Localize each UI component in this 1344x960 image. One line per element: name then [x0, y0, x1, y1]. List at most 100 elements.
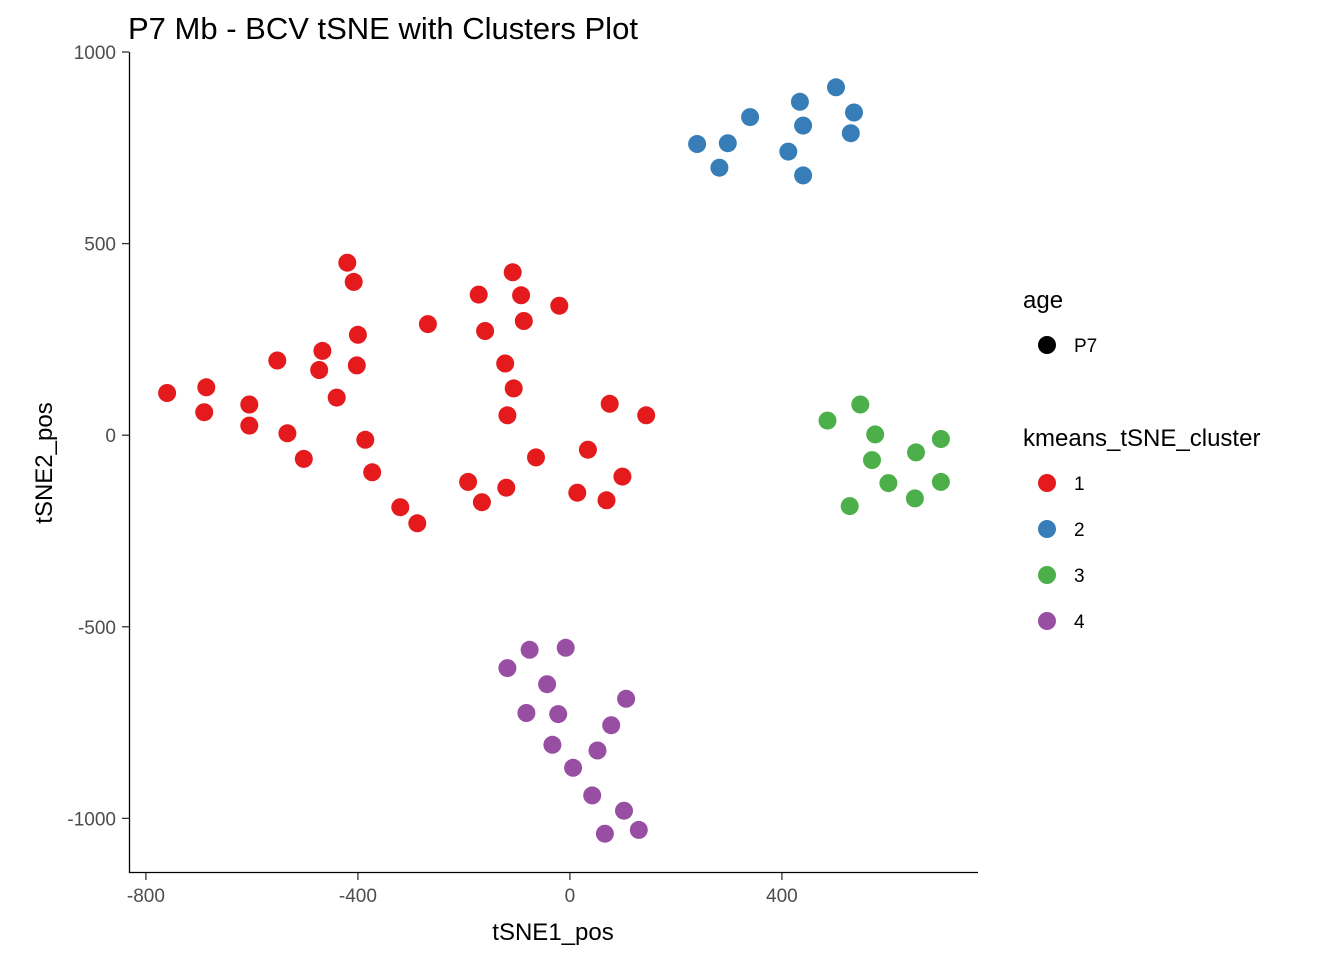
legend-label: P7 [1074, 336, 1097, 357]
data-point-cluster-4 [517, 704, 536, 722]
data-point-cluster-3 [851, 395, 870, 414]
data-point-cluster-1 [476, 322, 495, 340]
legend: age P7 kmeans_tSNE_cluster 1 2 3 4 [1023, 287, 1260, 633]
data-point-cluster-1 [504, 379, 523, 398]
data-point-cluster-4 [583, 786, 602, 805]
legend-cluster-title: kmeans_tSNE_cluster [1023, 425, 1260, 452]
data-point-cluster-4 [588, 741, 607, 760]
legend-key-cluster-4 [1038, 612, 1056, 630]
legend-label: 1 [1074, 474, 1085, 495]
data-point-cluster-4 [538, 675, 557, 694]
x-axis-title: tSNE1_pos [492, 919, 613, 946]
data-point-cluster-4 [520, 640, 539, 659]
y-tick-label: 0 [105, 426, 116, 447]
data-point-cluster-2 [779, 142, 798, 161]
data-point-cluster-1 [356, 430, 375, 449]
data-point-cluster-1 [503, 263, 522, 282]
data-point-cluster-1 [498, 406, 517, 425]
data-point-cluster-1 [363, 463, 382, 482]
data-point-cluster-4 [543, 735, 562, 754]
data-point-cluster-3 [905, 489, 924, 508]
data-point-cluster-3 [840, 497, 859, 516]
legend-key-P7 [1038, 336, 1056, 354]
data-point-cluster-2 [841, 124, 860, 143]
data-point-cluster-1 [158, 384, 177, 402]
data-point-cluster-2 [827, 78, 845, 97]
data-point-cluster-2 [794, 116, 813, 135]
x-tick-label: -400 [339, 886, 377, 907]
legend-label: 4 [1074, 612, 1085, 633]
data-point-cluster-1 [613, 467, 632, 486]
data-point-cluster-4 [556, 638, 575, 657]
data-point-cluster-3 [931, 472, 950, 491]
data-point-cluster-3 [907, 443, 925, 462]
data-point-cluster-1 [550, 296, 569, 315]
data-point-cluster-2 [790, 92, 809, 111]
data-point-cluster-1 [268, 351, 287, 370]
data-point-cluster-2 [718, 134, 737, 153]
data-point-cluster-4 [629, 820, 648, 839]
data-point-cluster-3 [879, 474, 898, 493]
legend-key-cluster-1 [1038, 474, 1056, 492]
data-point-cluster-1 [195, 403, 214, 422]
data-point-cluster-1 [472, 493, 491, 512]
data-point-cluster-1 [578, 440, 597, 459]
data-point-cluster-2 [741, 108, 760, 127]
data-point-cluster-3 [931, 430, 950, 448]
data-point-cluster-2 [845, 103, 863, 122]
legend-label: 2 [1074, 520, 1085, 541]
y-tick-label: 500 [84, 235, 116, 256]
legend-key-cluster-2 [1038, 520, 1056, 538]
data-point-cluster-4 [617, 689, 636, 708]
data-point-cluster-1 [338, 253, 357, 272]
data-point-cluster-1 [278, 424, 297, 443]
data-point-cluster-4 [595, 824, 614, 843]
data-point-cluster-1 [348, 325, 367, 344]
legend-age-title: age [1023, 287, 1063, 314]
data-point-cluster-1 [600, 394, 619, 413]
data-point-cluster-4 [615, 801, 633, 820]
data-point-cluster-4 [564, 758, 583, 777]
chart-title: P7 Mb - BCV tSNE with Clusters Plot [128, 11, 638, 46]
legend-key-cluster-3 [1038, 566, 1056, 584]
data-point-cluster-1 [496, 354, 515, 373]
data-point-cluster-1 [240, 395, 259, 414]
data-point-cluster-4 [602, 716, 621, 735]
x-tick-label: 400 [766, 886, 798, 907]
y-tick-label: 1000 [74, 43, 116, 64]
data-point-cluster-3 [818, 411, 837, 430]
x-tick-label: 0 [565, 886, 576, 907]
y-axis-ticks: 1000 500 0 -500 -1000 [67, 43, 129, 830]
data-point-cluster-1 [418, 315, 437, 334]
data-point-cluster-1 [527, 448, 545, 467]
data-point-cluster-2 [794, 166, 813, 185]
x-tick-label: -800 [127, 886, 165, 907]
legend-label: 3 [1074, 566, 1085, 587]
data-point-cluster-1 [568, 483, 587, 502]
data-point-cluster-1 [391, 498, 410, 517]
data-point-cluster-1 [497, 478, 516, 497]
data-point-cluster-1 [327, 388, 346, 407]
data-point-cluster-2 [688, 135, 707, 153]
x-axis-ticks: -800 -400 0 400 [127, 873, 798, 907]
data-point-cluster-1 [469, 285, 488, 304]
y-tick-label: -1000 [67, 809, 116, 830]
data-point-cluster-1 [313, 341, 332, 360]
data-point-cluster-1 [197, 378, 216, 397]
data-point-cluster-3 [866, 425, 885, 444]
y-tick-label: -500 [78, 618, 116, 639]
data-point-cluster-4 [498, 659, 517, 678]
data-point-cluster-4 [549, 705, 568, 724]
data-point-cluster-1 [294, 449, 313, 468]
y-axis-title: tSNE2_pos [31, 402, 58, 523]
data-point-cluster-1 [240, 416, 259, 435]
data-point-cluster-1 [637, 406, 656, 425]
plot-area [158, 78, 950, 843]
data-point-cluster-1 [344, 272, 363, 291]
data-point-cluster-1 [310, 361, 329, 379]
data-point-cluster-1 [408, 514, 427, 533]
data-point-cluster-1 [512, 286, 531, 305]
data-point-cluster-1 [347, 356, 366, 375]
data-point-cluster-1 [459, 472, 478, 491]
